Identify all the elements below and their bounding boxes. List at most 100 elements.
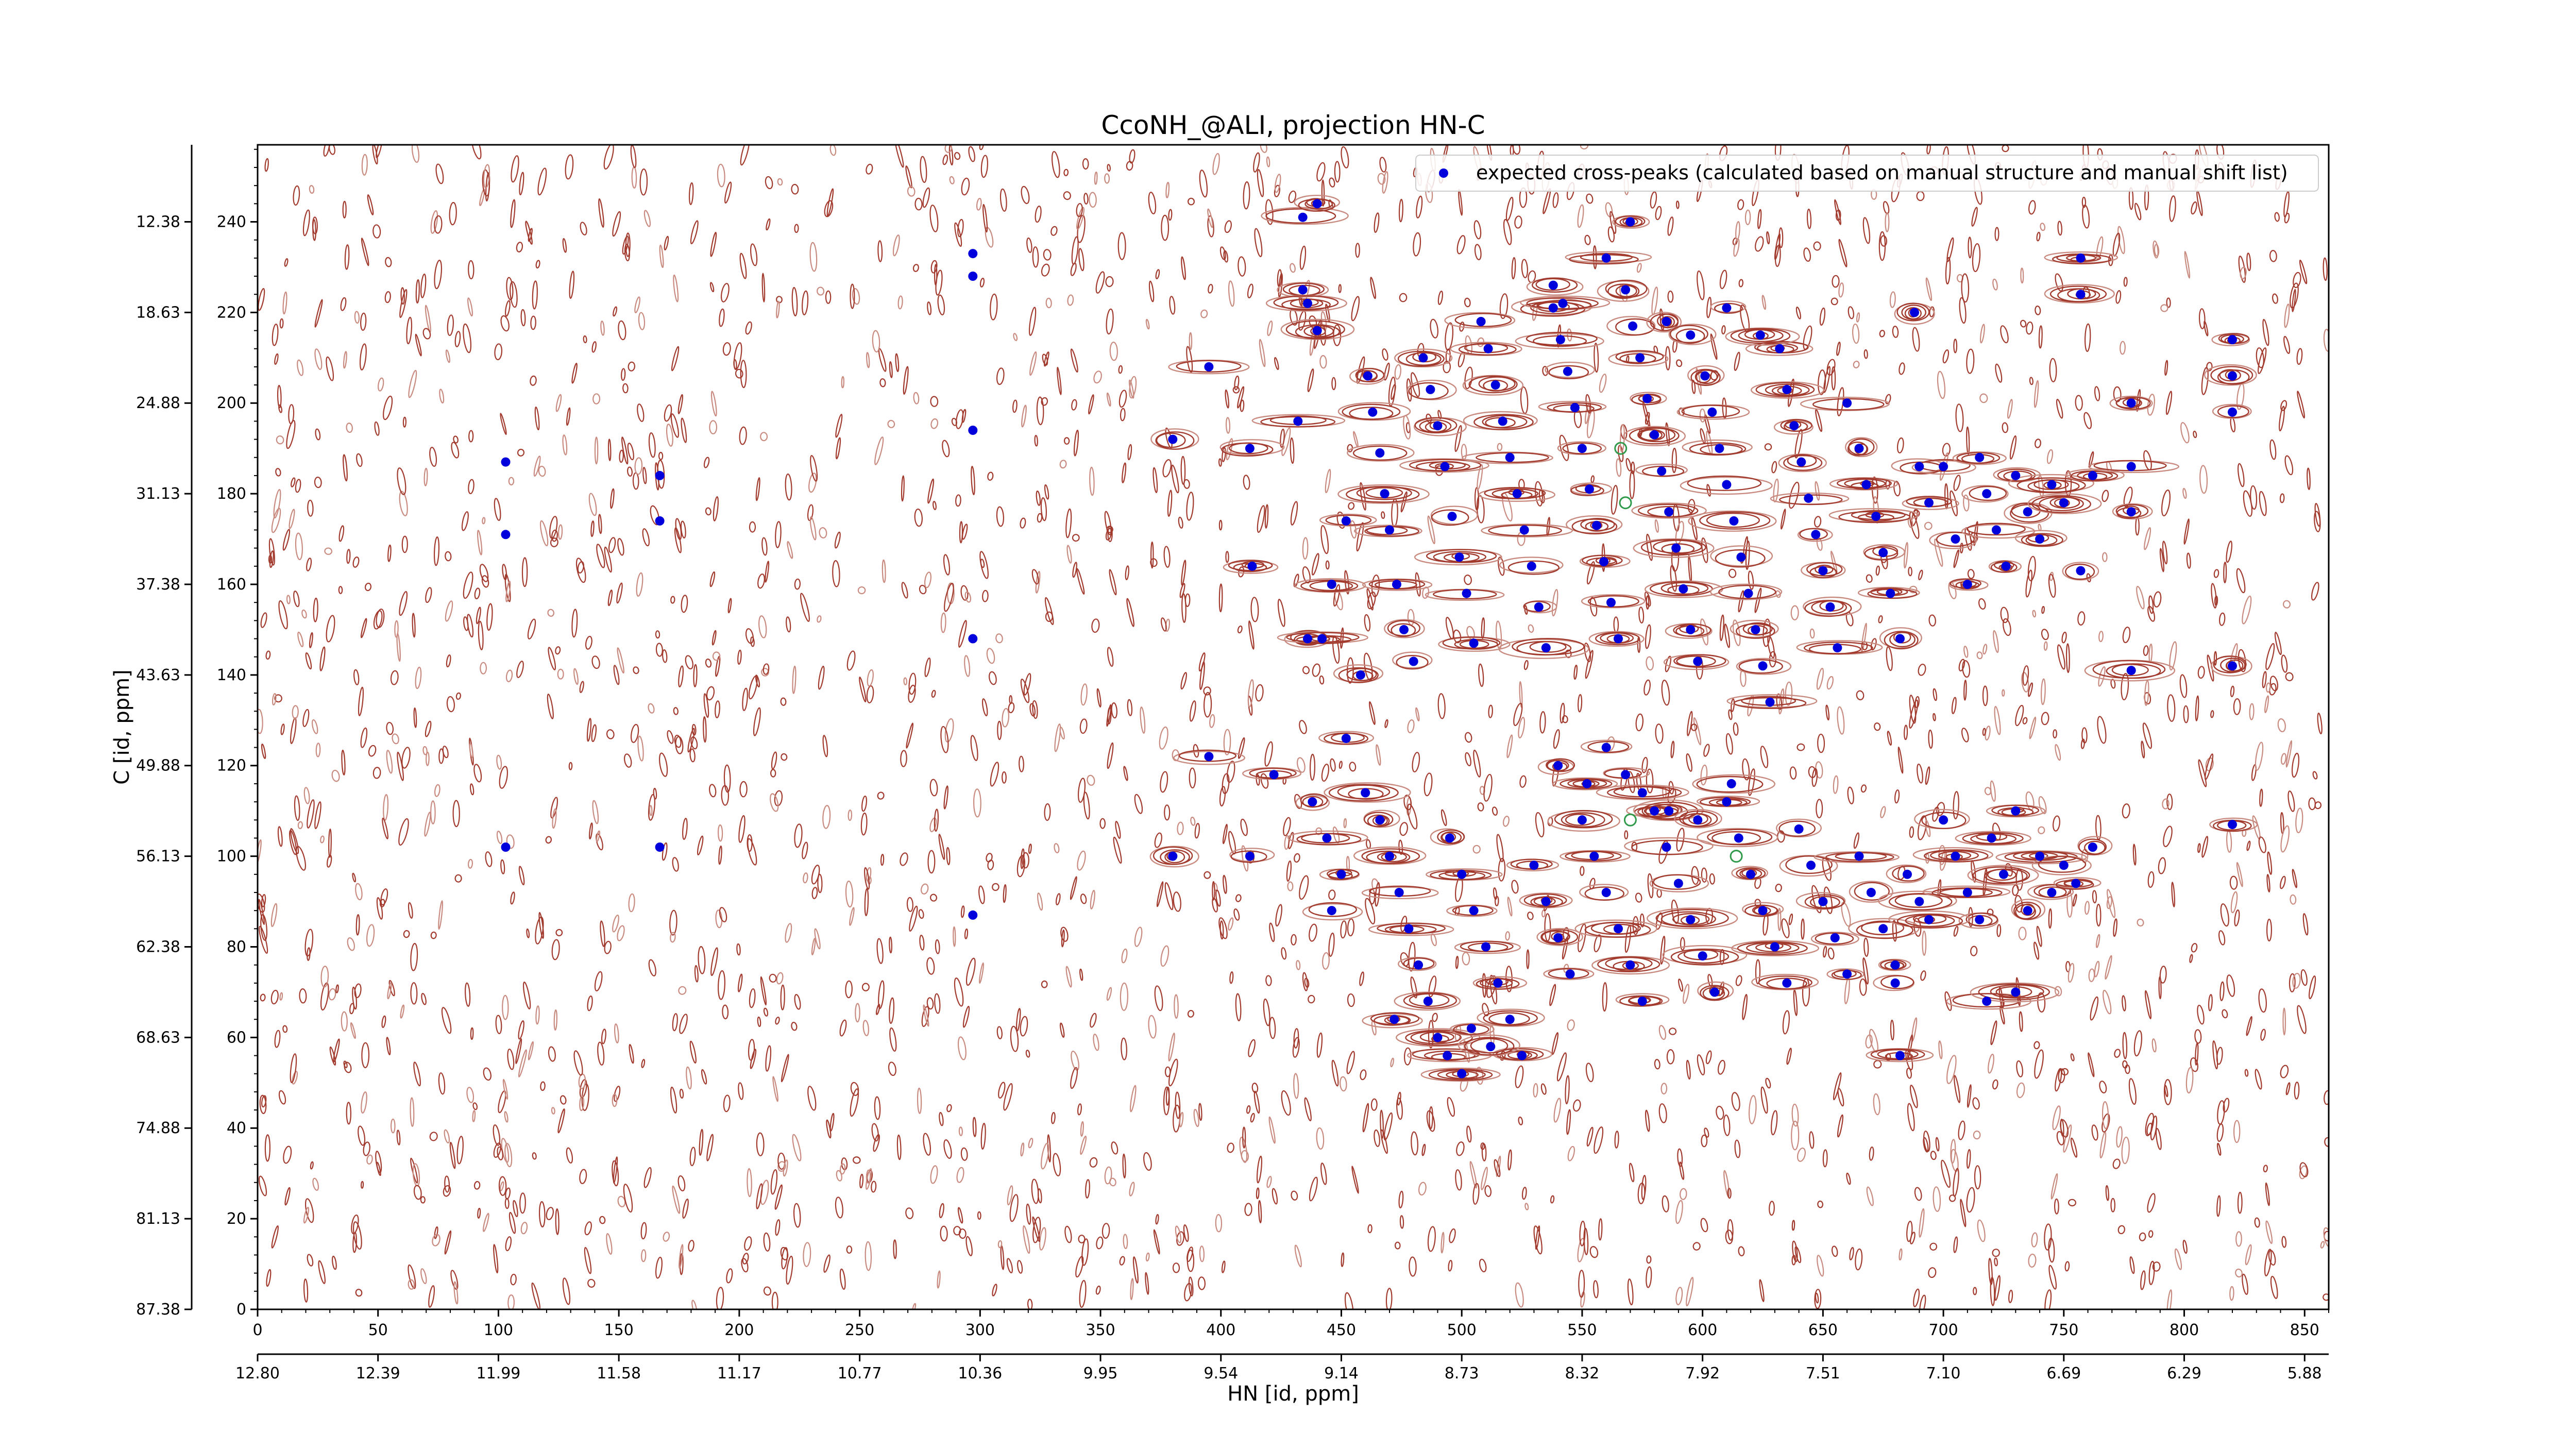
noise-contour bbox=[1427, 1226, 1436, 1252]
cross-peak-point bbox=[1755, 330, 1765, 340]
noise-contour bbox=[1953, 791, 1959, 820]
noise-contour bbox=[1982, 728, 1986, 736]
noise-contour bbox=[1218, 458, 1222, 467]
peak-contour bbox=[1362, 1013, 1423, 1029]
x-tick-label: 650 bbox=[1808, 1321, 1838, 1339]
noise-contour bbox=[465, 982, 471, 1007]
peak-contour bbox=[1349, 407, 1394, 420]
noise-contour bbox=[1243, 181, 1250, 210]
x-tick-label: 150 bbox=[604, 1321, 634, 1339]
y-ppm-tick-label: 68.63 bbox=[136, 1029, 180, 1047]
peak-contour bbox=[1700, 985, 1730, 1001]
peak-contour bbox=[1629, 427, 1680, 445]
noise-contour bbox=[2281, 1236, 2287, 1248]
noise-contour bbox=[1873, 1093, 1880, 1116]
x-tick-label: 100 bbox=[484, 1321, 513, 1339]
noise-contour bbox=[499, 1181, 504, 1192]
noise-contour bbox=[2285, 672, 2294, 682]
peak-contour bbox=[1160, 849, 1190, 865]
noise-contour bbox=[800, 593, 810, 622]
noise-contour bbox=[2102, 490, 2109, 502]
cross-peak-point bbox=[1599, 557, 1608, 566]
noise-contour bbox=[260, 993, 266, 1002]
noise-contour bbox=[1929, 1242, 1938, 1251]
noise-contour bbox=[1665, 346, 1671, 370]
noise-contour bbox=[1515, 1282, 1524, 1308]
noise-contour bbox=[1678, 979, 1684, 992]
cross-peak-point bbox=[1433, 421, 1443, 431]
noise-contour bbox=[469, 783, 474, 796]
noise-contour bbox=[2050, 1173, 2058, 1200]
noise-contour bbox=[2222, 1009, 2228, 1019]
noise-contour bbox=[2025, 791, 2035, 811]
noise-contour bbox=[739, 426, 747, 445]
peak-contour bbox=[1566, 515, 1623, 534]
noise-contour bbox=[1533, 1083, 1538, 1098]
noise-contour bbox=[1953, 1236, 1958, 1253]
noise-contour bbox=[2265, 1182, 2270, 1206]
noise-contour bbox=[811, 937, 816, 956]
noise-contour bbox=[924, 657, 931, 678]
noise-contour bbox=[709, 784, 717, 798]
noise-contour bbox=[2160, 304, 2168, 312]
noise-contour bbox=[781, 1247, 788, 1270]
noise-contour bbox=[319, 646, 326, 671]
noise-contour bbox=[1971, 207, 1978, 227]
noise-contour bbox=[2208, 994, 2213, 1012]
noise-contour bbox=[415, 666, 422, 689]
noise-contour bbox=[1076, 203, 1083, 217]
peak-contour bbox=[1737, 941, 1808, 955]
noise-contour bbox=[2080, 738, 2085, 749]
peak-contour bbox=[1674, 808, 1722, 829]
x-ppm-tick-label: 9.14 bbox=[1324, 1364, 1359, 1383]
cross-peak-point bbox=[968, 634, 978, 644]
noise-contour bbox=[1281, 947, 1287, 960]
noise-contour bbox=[1223, 250, 1229, 263]
noise-contour bbox=[264, 158, 269, 172]
noise-contour bbox=[1291, 1190, 1298, 1201]
noise-contour bbox=[1299, 875, 1309, 900]
noise-contour bbox=[1359, 971, 1364, 986]
noise-contour bbox=[1080, 894, 1087, 904]
cross-peak-point bbox=[1637, 997, 1647, 1006]
noise-contour bbox=[433, 536, 440, 566]
noise-contour bbox=[986, 853, 993, 863]
noise-contour bbox=[1254, 228, 1263, 258]
noise-contour bbox=[1909, 1085, 1918, 1108]
noise-contour bbox=[411, 145, 420, 163]
noise-contour bbox=[2281, 654, 2288, 673]
noise-contour bbox=[1256, 774, 1260, 786]
noise-contour bbox=[866, 352, 870, 368]
noise-contour bbox=[1519, 775, 1527, 788]
noise-contour bbox=[634, 457, 643, 475]
noise-contour bbox=[1248, 1039, 1256, 1057]
noise-contour bbox=[2000, 606, 2009, 624]
noise-contour bbox=[2299, 1165, 2308, 1180]
noise-contour bbox=[698, 946, 706, 974]
cross-peak-point bbox=[655, 470, 665, 480]
noise-contour bbox=[807, 504, 814, 521]
noise-contour bbox=[672, 1185, 681, 1214]
y-tick-label: 20 bbox=[227, 1210, 246, 1228]
noise-contour bbox=[780, 697, 787, 706]
noise-contour bbox=[675, 736, 684, 754]
noise-contour bbox=[2242, 1273, 2248, 1295]
noise-contour bbox=[346, 423, 353, 433]
noise-contour bbox=[422, 746, 428, 755]
peak-contour bbox=[1488, 525, 1562, 537]
noise-contour bbox=[697, 835, 704, 856]
noise-contour bbox=[1037, 892, 1043, 911]
peak-contour bbox=[1570, 482, 1613, 496]
noise-contour bbox=[400, 1004, 405, 1019]
noise-contour bbox=[670, 932, 676, 943]
noise-contour bbox=[1836, 341, 1841, 356]
peak-contour bbox=[1710, 300, 1747, 313]
noise-contour bbox=[1403, 795, 1412, 811]
noise-contour bbox=[1399, 822, 1408, 836]
noise-contour bbox=[777, 178, 783, 186]
cross-peak-point bbox=[1878, 548, 1888, 558]
peak-contour bbox=[1731, 940, 1820, 956]
noise-contour bbox=[775, 1016, 780, 1025]
noise-contour bbox=[397, 751, 404, 781]
noise-contour bbox=[2105, 1185, 2109, 1201]
